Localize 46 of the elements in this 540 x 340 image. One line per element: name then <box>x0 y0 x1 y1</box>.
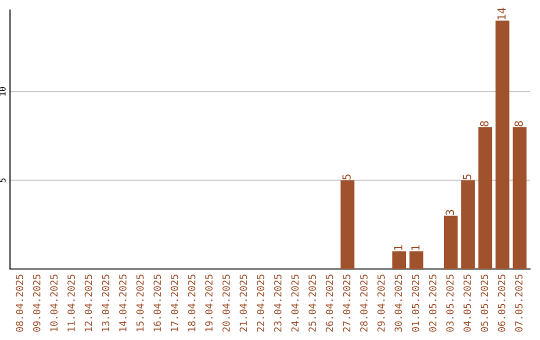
x-tick-label: 21.04.2025 <box>240 274 248 332</box>
x-tick-label: 17.04.2025 <box>170 274 178 332</box>
x-tick-label: 30.04.2025 <box>394 274 402 332</box>
x-tick-label: 04.05.2025 <box>464 274 471 332</box>
x-tick-label: 24.04.2025 <box>291 274 299 332</box>
data-label: 5 <box>463 174 472 180</box>
x-tick-label: 27.04.2025 <box>342 274 350 332</box>
x-tick-label: 22.04.2025 <box>256 274 264 332</box>
x-tick-label: 09.04.2025 <box>33 274 40 332</box>
x-tick-label: 13.04.2025 <box>102 274 110 332</box>
x-tick-label: 25.04.2025 <box>308 274 316 332</box>
data-label: 8 <box>480 121 488 126</box>
data-label: 3 <box>446 210 454 216</box>
x-tick-label: 12.04.2025 <box>84 274 92 332</box>
bar <box>478 127 492 269</box>
bar <box>392 251 406 269</box>
x-tick-label: 23.04.2025 <box>274 274 282 332</box>
data-label: 5 <box>342 174 351 180</box>
data-label: 1 <box>411 245 420 250</box>
bar <box>340 180 354 269</box>
data-label: 1 <box>394 245 402 250</box>
bar <box>461 180 475 269</box>
x-tick-label: 26.04.2025 <box>326 274 334 332</box>
x-tick-label: 20.04.2025 <box>222 274 230 332</box>
x-tick-label: 28.04.2025 <box>360 274 368 332</box>
x-tick-label: 10.04.2025 <box>50 274 58 332</box>
bar <box>409 251 424 269</box>
x-tick-label: 15.04.2025 <box>136 274 144 332</box>
x-tick-label: 18.04.2025 <box>188 274 196 332</box>
x-tick-label: 08.04.2025 <box>16 274 24 332</box>
x-tick-label: 19.04.2025 <box>205 274 213 332</box>
x-tick-label: 03.05.2025 <box>446 274 454 332</box>
x-tick-label: 05.05.2025 <box>480 274 488 332</box>
x-tick-label: 06.05.2025 <box>498 274 506 332</box>
data-label: 8 <box>514 121 523 126</box>
x-tick-label: 29.04.2025 <box>377 274 385 332</box>
x-tick-label: 16.04.2025 <box>154 274 161 332</box>
bar <box>444 216 458 269</box>
x-tick-label: 07.05.2025 <box>515 274 523 332</box>
bar <box>512 127 527 269</box>
x-tick-label: 01.05.2025 <box>412 274 420 332</box>
x-tick-label: 02.05.2025 <box>429 274 436 332</box>
bar <box>496 20 510 269</box>
x-tick-label: 11.04.2025 <box>67 274 75 332</box>
data-label: 14 <box>497 8 506 20</box>
x-tick-label: 14.04.2025 <box>119 274 126 332</box>
